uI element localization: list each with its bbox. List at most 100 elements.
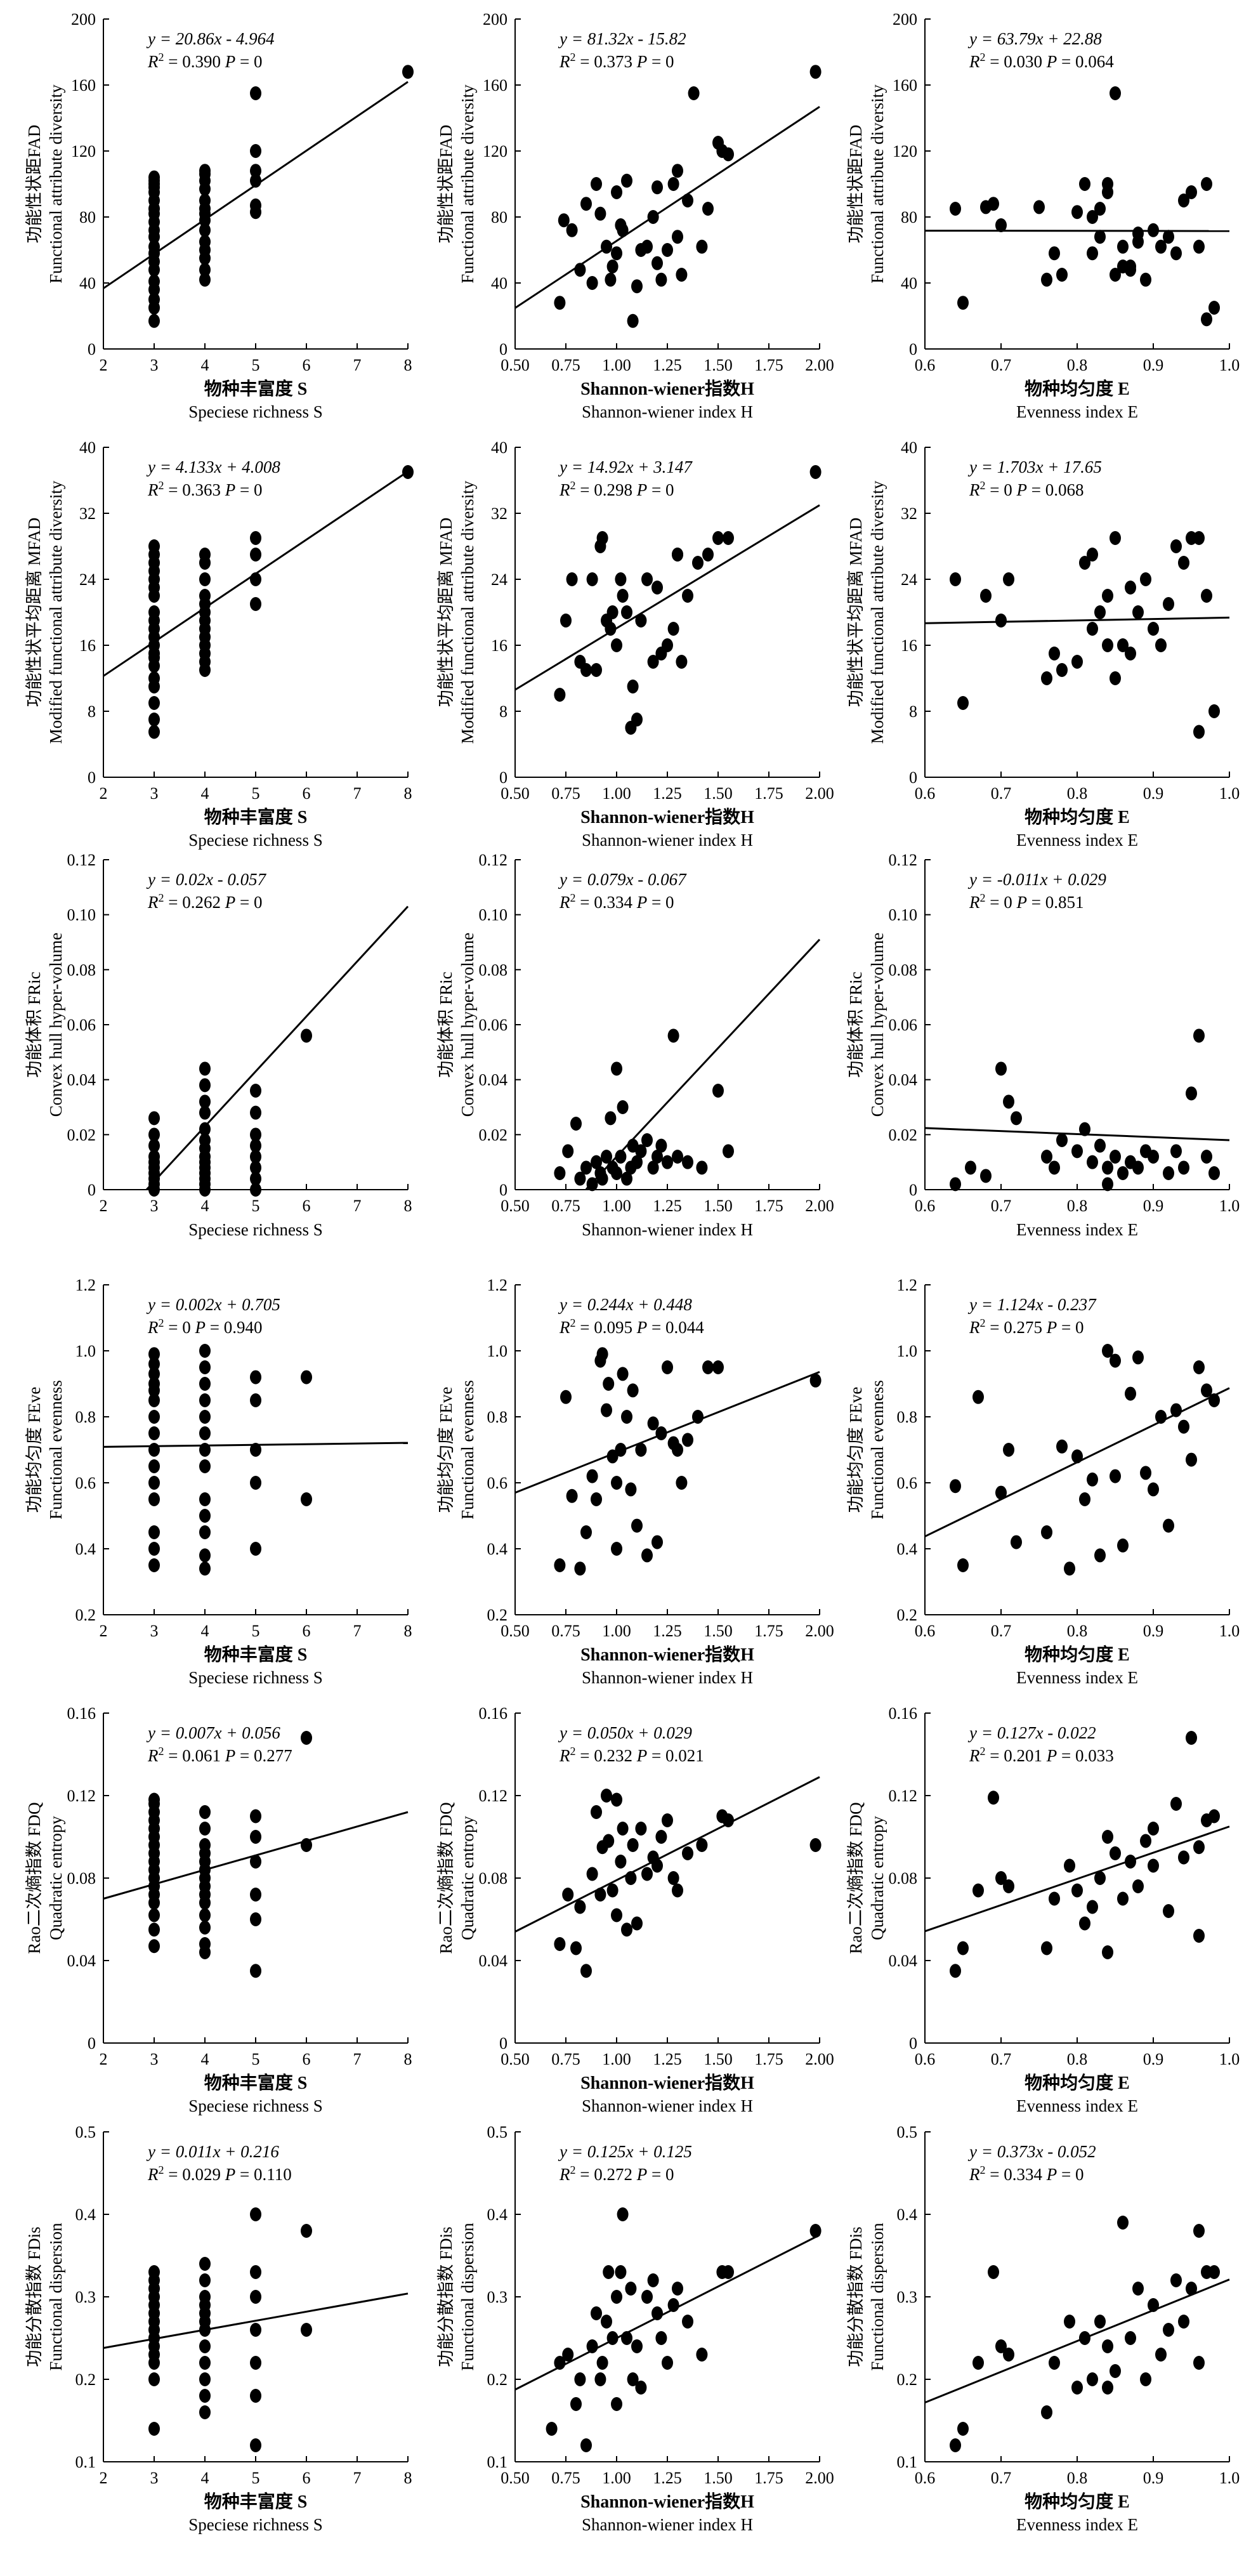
- data-point: [1049, 647, 1060, 660]
- x-tick-label: 0.50: [501, 2050, 530, 2068]
- equation-label: y = 0.050x + 0.029: [558, 1723, 692, 1742]
- data-point: [1064, 1561, 1075, 1576]
- data-point: [621, 1171, 632, 1186]
- y-tick-label: 8: [88, 702, 96, 721]
- data-point: [950, 2438, 961, 2452]
- stats-label: R2 = 0 P = 0.940: [147, 1317, 262, 1337]
- data-point: [611, 185, 622, 199]
- x-tick-label: 0.50: [501, 356, 530, 374]
- data-point: [611, 2397, 622, 2411]
- equation-label: y = 14.92x + 3.147: [558, 457, 693, 476]
- y-tick-label: 0.02: [889, 1126, 918, 1144]
- stats-label: R2 = 0.390 P = 0: [147, 51, 262, 71]
- y-tick-label: 40: [491, 438, 507, 457]
- data-point: [631, 279, 643, 294]
- y-tick-label: 0: [88, 768, 96, 787]
- x-tick-label: 0.9: [1143, 2469, 1164, 2487]
- data-point: [627, 1383, 639, 1398]
- data-point: [627, 313, 639, 328]
- data-point: [199, 1105, 211, 1120]
- y-tick-label: 0.2: [897, 1606, 918, 1624]
- x-axis-label-en: Speciese richness S: [188, 831, 322, 850]
- data-point: [1041, 671, 1052, 685]
- data-point: [682, 589, 693, 603]
- x-tick-label: 4: [201, 2469, 209, 2487]
- x-tick-label: 2.00: [805, 784, 834, 803]
- data-point: [570, 1117, 582, 1131]
- x-tick-label: 6: [303, 1622, 311, 1640]
- data-point: [250, 1393, 261, 1407]
- data-point: [586, 572, 598, 586]
- data-point: [148, 1347, 160, 1362]
- data-point: [1140, 2372, 1151, 2386]
- stats-label: R2 = 0.272 P = 0: [559, 2164, 674, 2184]
- x-tick-label: 1.00: [602, 1197, 631, 1215]
- data-point: [662, 1360, 673, 1374]
- data-point: [688, 86, 700, 100]
- y-tick-label: 80: [901, 208, 917, 227]
- y-tick-label: 0.04: [67, 1952, 96, 1970]
- y-tick-label: 1.2: [897, 1276, 918, 1294]
- data-point: [631, 1916, 643, 1931]
- data-point: [591, 177, 602, 191]
- data-point: [957, 1558, 969, 1572]
- data-point: [611, 1542, 622, 1556]
- data-point: [606, 2331, 619, 2345]
- equation-label: y = 0.125x + 0.125: [558, 2142, 692, 2161]
- y-tick-label: 1.0: [75, 1342, 96, 1360]
- stats-label: R2 = 0.029 P = 0.110: [147, 2164, 292, 2184]
- data-point: [662, 2356, 673, 2370]
- equation-label: y = -0.011x + 0.029: [967, 870, 1106, 889]
- data-point: [250, 2438, 261, 2452]
- x-tick-label: 1.0: [1219, 1197, 1240, 1215]
- equation-label: y = 1.124x - 0.237: [967, 1295, 1097, 1314]
- data-point: [574, 1561, 586, 1576]
- data-point: [1132, 1160, 1144, 1175]
- x-tick-label: 0.8: [1067, 2469, 1088, 2487]
- data-point: [250, 1476, 261, 1490]
- data-point: [1148, 1822, 1159, 1836]
- data-point: [1064, 2315, 1075, 2329]
- y-axis-label-en: Convex hull hyper-volume: [868, 933, 887, 1117]
- data-point: [1041, 1941, 1052, 1955]
- data-point: [1132, 1350, 1144, 1365]
- data-point: [250, 1855, 261, 1869]
- data-point: [250, 1183, 261, 1197]
- data-point: [1193, 1360, 1205, 1374]
- data-point: [148, 1393, 160, 1407]
- x-axis-label-en: Speciese richness S: [188, 2096, 322, 2115]
- x-tick-label: 3: [150, 2050, 159, 2068]
- y-tick-label: 1.2: [487, 1276, 508, 1294]
- x-tick-label: 2: [100, 2050, 108, 2068]
- x-tick-label: 0.50: [501, 2469, 530, 2487]
- x-tick-label: 1.00: [602, 784, 631, 803]
- x-tick-label: 2.00: [805, 1197, 834, 1215]
- data-point: [950, 202, 961, 216]
- data-point: [574, 1171, 586, 1186]
- data-point: [596, 531, 608, 545]
- y-tick-label: 0: [499, 768, 507, 787]
- data-point: [199, 1548, 211, 1563]
- y-axis-label-cn: 功能体积 FRic: [25, 971, 44, 1077]
- x-tick-label: 0.6: [915, 1197, 936, 1215]
- y-axis-title: 功能均匀度 FEve Functional evenness: [436, 1380, 477, 1520]
- x-axis-label-en: Evenness index E: [1016, 1668, 1138, 1687]
- x-axis-label-cn: 物种均匀度 E: [1025, 1645, 1130, 1665]
- equation-label: y = 20.86x - 4.964: [146, 29, 275, 48]
- y-axis-label-cn: 功能性状平均距离 MFAD: [846, 518, 865, 707]
- data-point: [1003, 1094, 1014, 1109]
- data-point: [617, 1367, 629, 1381]
- data-point: [594, 2372, 606, 2386]
- data-point: [1178, 1419, 1189, 1434]
- data-point: [1102, 1830, 1113, 1844]
- data-point: [148, 170, 160, 185]
- y-tick-label: 0.3: [75, 2288, 96, 2306]
- equation-label: y = 1.703x + 17.65: [967, 457, 1102, 476]
- x-tick-label: 5: [252, 356, 260, 374]
- y-axis-label-cn: 功能体积 FRic: [846, 971, 865, 1077]
- data-point: [631, 2339, 643, 2353]
- y-tick-label: 0.08: [67, 1869, 96, 1888]
- data-point: [301, 2224, 312, 2238]
- data-point: [1208, 2265, 1220, 2279]
